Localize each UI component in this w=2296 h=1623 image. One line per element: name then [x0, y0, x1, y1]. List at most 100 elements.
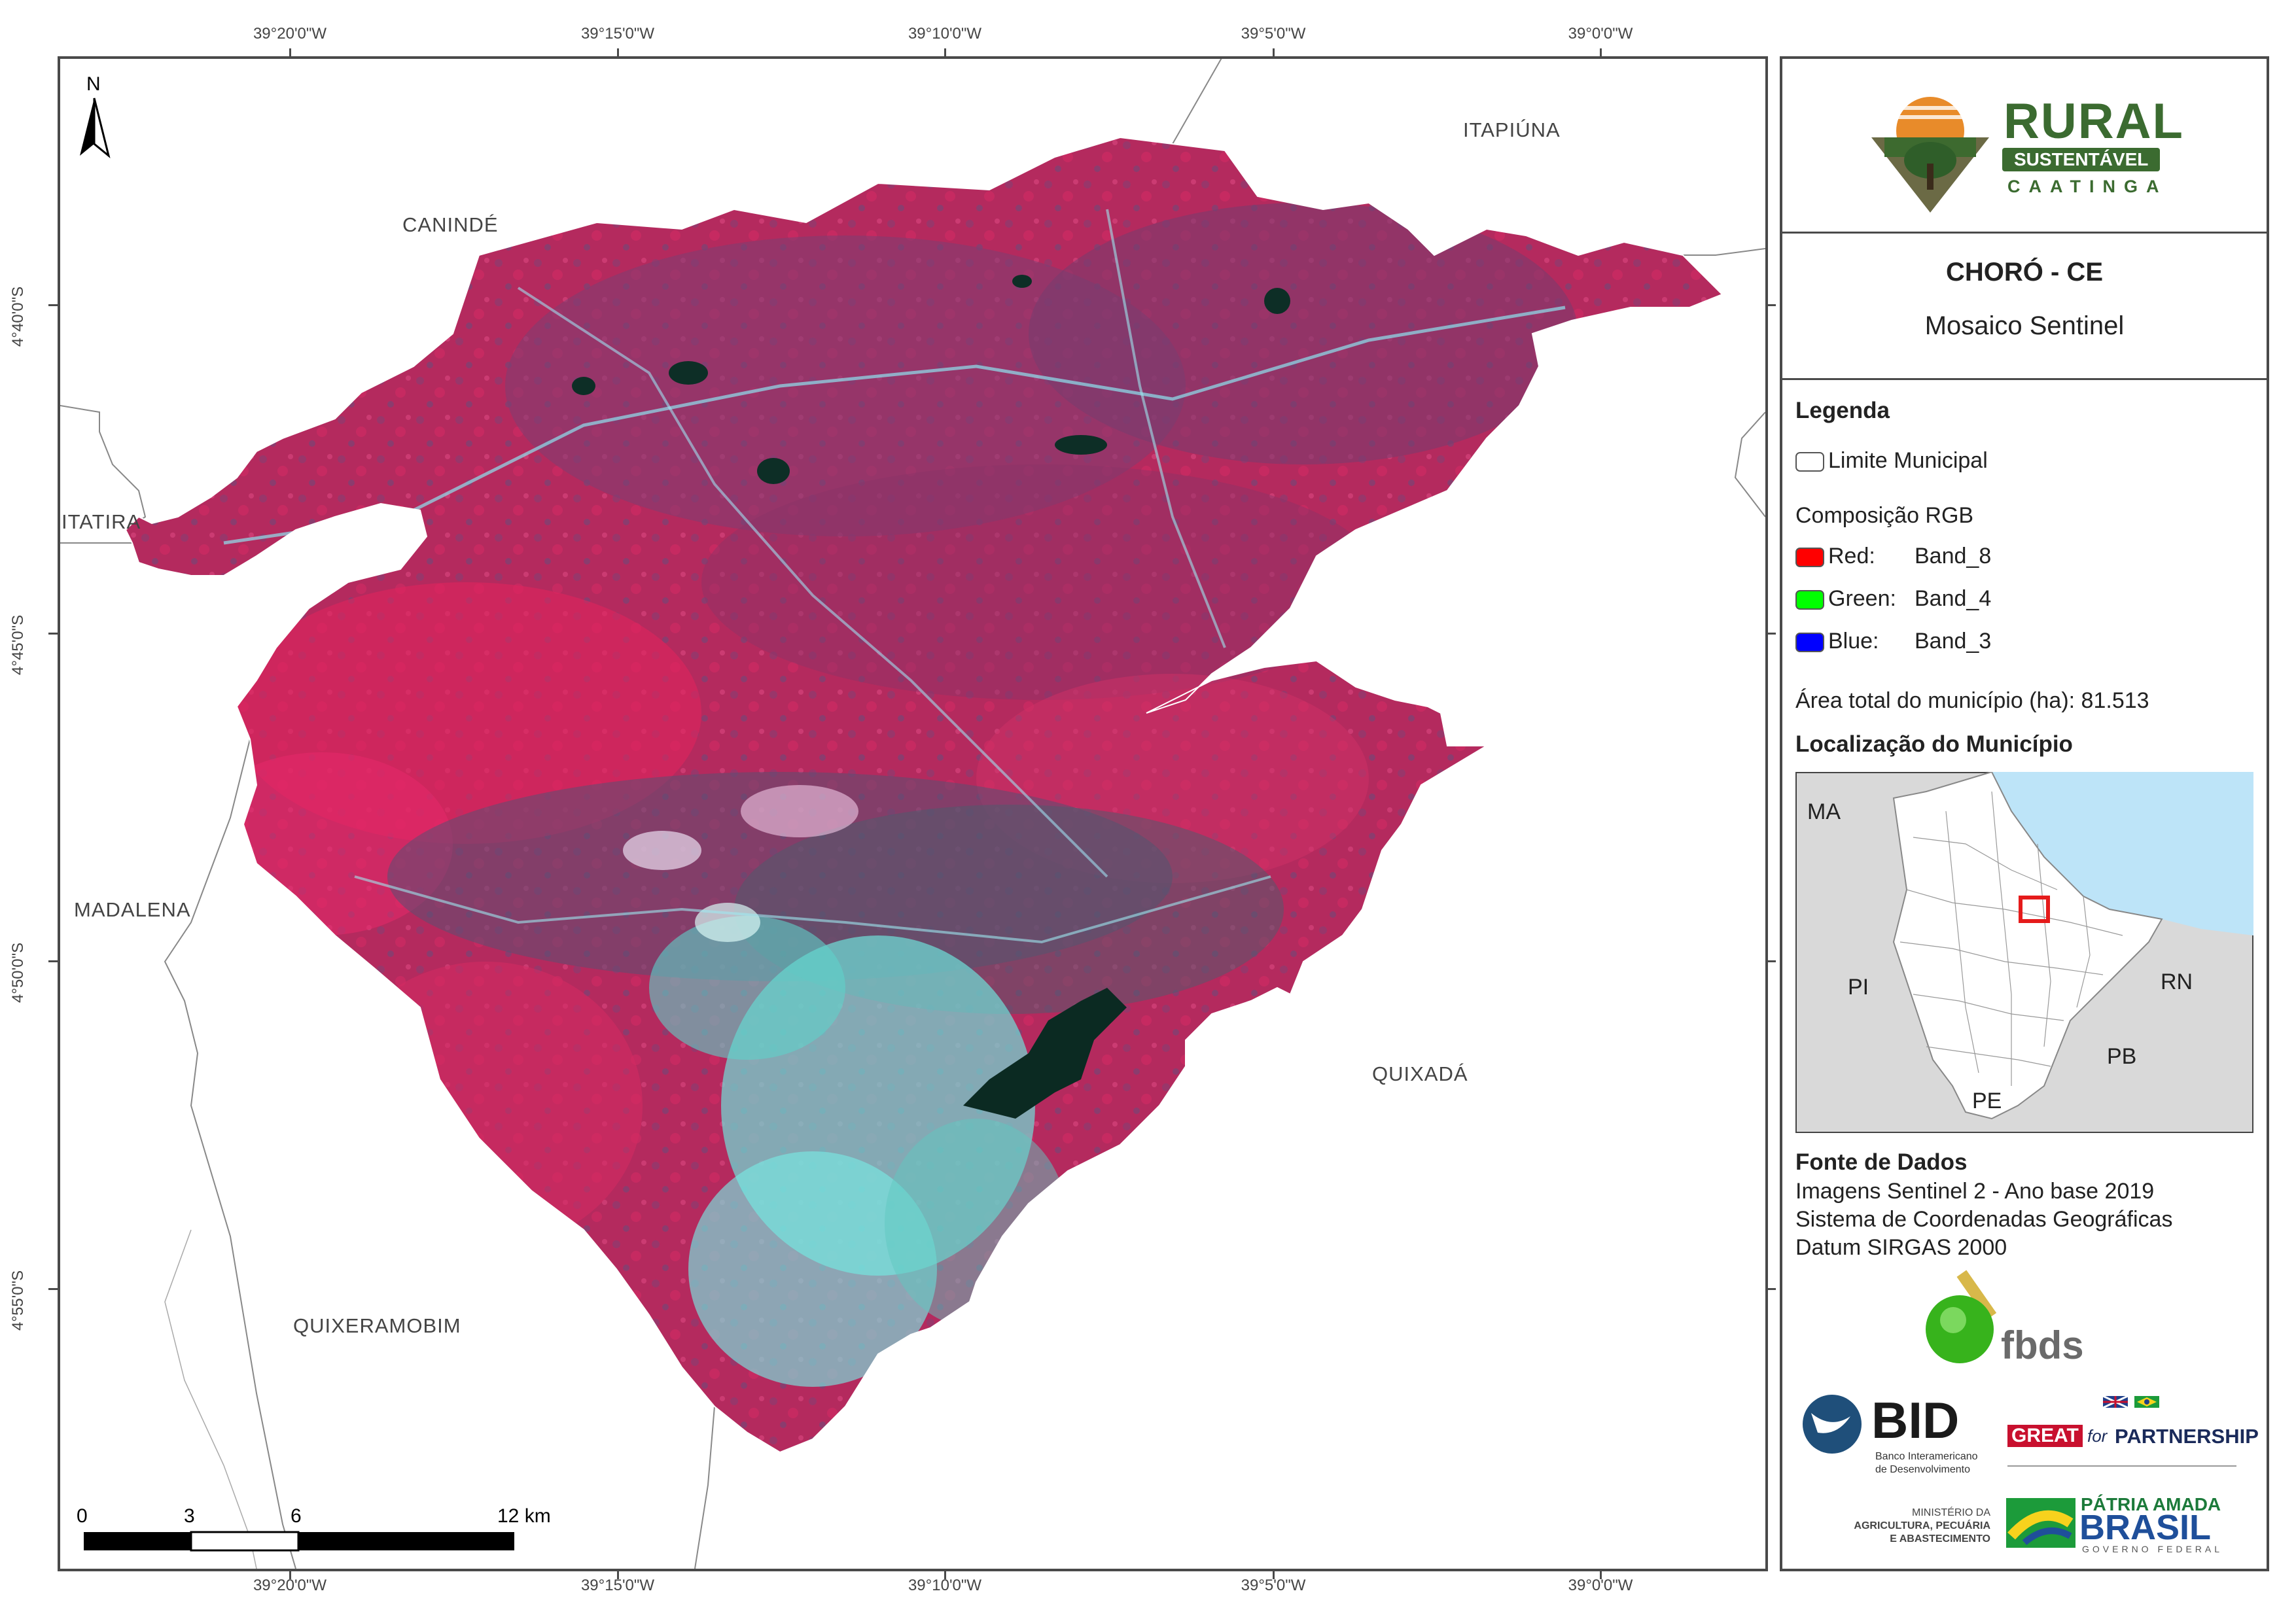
legend-item-red: Red: Band_8: [1795, 544, 1991, 569]
graticule-top-label: 39°20'0"W: [253, 25, 327, 43]
municipality-location-marker: [2019, 896, 2050, 923]
great-for-text: for: [2087, 1426, 2108, 1446]
legend-item-limit: Limite Municipal: [1795, 448, 1988, 474]
neighbour-boundary-line: [1734, 411, 1765, 517]
legend-heading: Legenda: [1795, 398, 1890, 423]
graticule-left-label: 4°40'0"S: [9, 286, 27, 347]
tick-mark: [944, 48, 946, 58]
municipal-limit-swatch: [1795, 452, 1824, 472]
graticule-bottom-label: 39°20'0"W: [253, 1577, 327, 1594]
logo-rural-text: RURAL: [2004, 94, 2184, 149]
municipal-area-text: Área total do município (ha): 81.513: [1795, 688, 2149, 713]
panel-separator: [1782, 378, 2267, 380]
green-band-swatch: [1795, 590, 1824, 610]
scale-label: 6: [291, 1505, 302, 1527]
bid-subtitle-text: de Desenvolvimento: [1875, 1464, 1970, 1475]
governo-federal-flag-icon: [2006, 1498, 2075, 1548]
band-name-label: Band_4: [1915, 586, 1992, 611]
ministerio-text: MINISTÉRIO DA: [1911, 1507, 1990, 1518]
neighbour-boundary-line: [60, 405, 147, 531]
source-line: Datum SIRGAS 2000: [1795, 1235, 2007, 1260]
great-logo-text: GREAT: [2007, 1425, 2083, 1447]
fbds-logo-text: fbds: [2001, 1323, 2084, 1367]
neighbour-boundary-line: [694, 1406, 715, 1569]
band-name-label: Band_8: [1915, 544, 1992, 568]
place-label-itapiuna: ITAPIÚNA: [1463, 118, 1561, 141]
location-heading: Localização do Município: [1795, 731, 2073, 757]
rural-sustentavel-logo-icon: [1871, 97, 1989, 213]
place-label-itatira: ITATIRA: [62, 510, 141, 533]
uk-brazil-flags-icon: [2102, 1395, 2159, 1409]
graticule-bottom-label: 39°5'0"W: [1241, 1577, 1306, 1594]
graticule-top-label: 39°5'0"W: [1241, 25, 1306, 43]
graticule-left-label: 4°45'0"S: [9, 614, 27, 675]
legend-item-green: Green: Band_4: [1795, 586, 1991, 612]
neighbour-boundary-line: [164, 1229, 257, 1569]
tick-mark: [1767, 633, 1776, 635]
tick-mark: [48, 633, 58, 635]
tick-mark: [1600, 48, 1602, 58]
graticule-top-label: 39°10'0"W: [908, 25, 982, 43]
scale-bar: [84, 1531, 514, 1552]
graticule-bottom-label: 39°10'0"W: [908, 1577, 982, 1594]
red-band-swatch: [1795, 548, 1824, 568]
governo-federal-text: GOVERNO FEDERAL: [2082, 1544, 2223, 1554]
tick-mark: [1273, 48, 1275, 58]
legend-limit-label: Limite Municipal: [1828, 448, 1988, 473]
place-label-quixada: QUIXADÁ: [1372, 1062, 1468, 1085]
partnership-divider: [2007, 1465, 2236, 1467]
patria-amada-text: PÁTRIA AMADA: [2081, 1494, 2221, 1514]
fbds-logo-icon: [1926, 1270, 1997, 1363]
graticule-bottom-label: 39°0'0"W: [1568, 1577, 1633, 1594]
blue-band-swatch: [1795, 633, 1824, 653]
tick-mark: [617, 1570, 619, 1579]
graticule-bottom-label: 39°15'0"W: [580, 1577, 655, 1594]
tick-mark: [944, 1570, 946, 1579]
graticule-left-label: 4°55'0"S: [9, 1270, 27, 1331]
band-channel-label: Red:: [1828, 544, 1875, 568]
map-subtitle: Mosaico Sentinel: [1924, 311, 2125, 340]
tick-mark: [48, 960, 58, 962]
tick-mark: [1767, 304, 1776, 306]
scale-label: 0: [77, 1505, 88, 1527]
tick-mark: [48, 304, 58, 306]
scale-label: 12 km: [497, 1505, 551, 1527]
tick-mark: [289, 1570, 291, 1579]
bid-logo-icon: [1803, 1395, 1862, 1454]
graticule-top-label: 39°0'0"W: [1568, 25, 1633, 43]
north-arrow-icon: [80, 97, 111, 159]
panel-separator: [1782, 232, 2267, 234]
legend-item-blue: Blue: Band_3: [1795, 629, 1991, 654]
map-title: CHORÓ - CE: [1946, 258, 2103, 287]
band-name-label: Band_3: [1915, 629, 1992, 654]
north-label: N: [86, 73, 101, 95]
state-label-pb: PB: [2107, 1044, 2137, 1069]
tick-mark: [48, 1288, 58, 1290]
place-label-quixeramobim: QUIXERAMOBIM: [293, 1314, 461, 1337]
satellite-mosaic-map: [60, 59, 1765, 1569]
tick-mark: [289, 48, 291, 58]
municipal-boundary: [124, 136, 1723, 1454]
state-label-pe: PE: [1972, 1089, 2002, 1113]
band-channel-label: Blue:: [1828, 629, 1879, 654]
source-line: Imagens Sentinel 2 - Ano base 2019: [1795, 1179, 2155, 1204]
neighbour-boundary-line: [1172, 59, 1222, 145]
logo-sustentavel-text: SUSTENTÁVEL: [2002, 148, 2161, 171]
legend-panel-frame: [1780, 56, 2269, 1571]
rgb-heading: Composição RGB: [1795, 503, 1974, 528]
band-channel-label: Green:: [1828, 586, 1896, 611]
great-partnership-text: PARTNERSHIP: [2115, 1425, 2259, 1448]
state-label-pi: PI: [1848, 975, 1869, 1000]
scale-label: 3: [184, 1505, 195, 1527]
tick-mark: [617, 48, 619, 58]
map-frame: [58, 56, 1768, 1571]
sources-heading: Fonte de Dados: [1795, 1149, 1968, 1175]
logo-caatinga-text: CAATINGA: [2007, 177, 2168, 196]
graticule-top-label: 39°15'0"W: [580, 25, 655, 43]
source-line: Sistema de Coordenadas Geográficas: [1795, 1207, 2173, 1232]
bid-subtitle-text: Banco Interamericano: [1875, 1451, 1978, 1462]
state-label-rn: RN: [2161, 969, 2193, 994]
graticule-left-label: 4°50'0"S: [9, 942, 27, 1003]
tick-mark: [1767, 960, 1776, 962]
tick-mark: [1600, 1570, 1602, 1579]
